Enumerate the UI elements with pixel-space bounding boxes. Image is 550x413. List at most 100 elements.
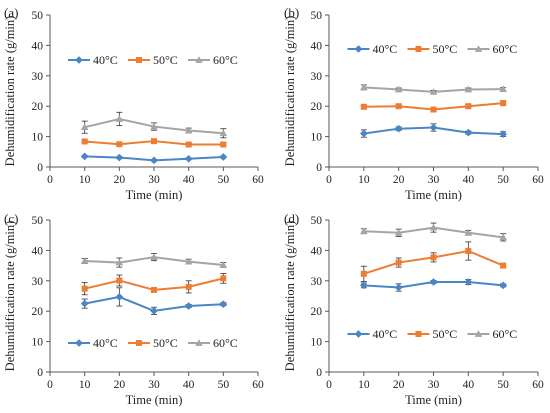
data-point bbox=[185, 283, 192, 290]
x-tick-label: 20 bbox=[114, 379, 126, 391]
x-tick-label: 50 bbox=[218, 174, 230, 186]
legend-marker bbox=[136, 57, 142, 63]
y-tick-label: 30 bbox=[311, 276, 323, 288]
legend: 40°C 50°C 60°C bbox=[347, 42, 518, 56]
x-tick-label: 40 bbox=[183, 379, 195, 391]
y-tick-label: 40 bbox=[311, 245, 323, 257]
x-tick-label: 60 bbox=[532, 379, 544, 391]
y-tick-label: 10 bbox=[32, 132, 44, 144]
panel-label: (c) bbox=[4, 211, 18, 226]
legend-label: 50°C bbox=[433, 42, 458, 56]
y-tick-label: 20 bbox=[311, 306, 323, 318]
y-tick-label: 0 bbox=[37, 162, 43, 174]
data-point bbox=[430, 254, 437, 261]
data-point bbox=[464, 278, 473, 286]
x-tick-label: 0 bbox=[326, 174, 332, 186]
series-2 bbox=[81, 138, 227, 148]
data-point bbox=[151, 286, 157, 293]
y-tick-label: 20 bbox=[311, 101, 323, 113]
legend-label: 60°C bbox=[493, 42, 518, 56]
data-point bbox=[429, 88, 438, 95]
data-point bbox=[219, 129, 228, 137]
data-point bbox=[150, 122, 158, 130]
data-point bbox=[394, 228, 403, 236]
data-point bbox=[81, 138, 88, 145]
y-tick-label: 50 bbox=[32, 10, 44, 22]
legend-label: 40°C bbox=[93, 336, 118, 350]
y-tick-label: 10 bbox=[32, 337, 44, 349]
legend-label: 40°C bbox=[373, 327, 398, 341]
legend-label: 50°C bbox=[153, 336, 178, 350]
data-point bbox=[115, 115, 124, 122]
y-tick-label: 0 bbox=[316, 162, 322, 174]
data-point bbox=[150, 156, 158, 165]
data-point bbox=[80, 152, 89, 161]
x-axis-title: Time (min) bbox=[405, 393, 462, 407]
series-2 bbox=[360, 100, 507, 113]
data-point bbox=[116, 141, 123, 148]
chart-panel-4: 0 10 20 30 40 50 0 10 20 30 40 50 60 Time (min) Dehumi… bbox=[283, 211, 544, 407]
y-tick-label: 20 bbox=[32, 101, 44, 113]
series-1 bbox=[80, 287, 228, 315]
y-tick-label: 40 bbox=[311, 40, 323, 52]
legend-marker bbox=[354, 45, 363, 53]
x-tick-label: 30 bbox=[148, 174, 160, 186]
series-3 bbox=[360, 222, 507, 242]
x-tick-label: 0 bbox=[47, 379, 53, 391]
legend-marker bbox=[354, 330, 363, 338]
legend-label: 60°C bbox=[213, 336, 238, 350]
data-point bbox=[429, 123, 438, 132]
x-tick-label: 20 bbox=[393, 174, 405, 186]
data-point bbox=[115, 258, 124, 266]
y-tick-label: 50 bbox=[32, 215, 44, 227]
x-tick-label: 10 bbox=[358, 379, 370, 391]
data-point bbox=[81, 285, 88, 292]
data-point bbox=[151, 138, 157, 145]
data-point bbox=[499, 281, 508, 290]
y-axis-title: Dehumidification rate (g/min) bbox=[283, 16, 297, 167]
legend-marker bbox=[474, 45, 483, 52]
data-point bbox=[116, 277, 123, 284]
data-point bbox=[429, 278, 438, 286]
data-point bbox=[464, 128, 473, 137]
x-tick-label: 0 bbox=[326, 379, 332, 391]
legend-marker bbox=[474, 330, 483, 337]
x-tick-label: 0 bbox=[47, 174, 53, 186]
y-tick-label: 10 bbox=[311, 132, 323, 144]
data-point bbox=[184, 154, 193, 163]
data-point bbox=[185, 141, 192, 148]
data-point bbox=[220, 141, 227, 148]
data-point bbox=[184, 126, 193, 134]
y-tick-label: 0 bbox=[37, 367, 43, 379]
series-2 bbox=[81, 273, 227, 296]
y-axis-title: Dehumidification rate (g/min) bbox=[3, 221, 17, 372]
y-tick-label: 30 bbox=[311, 71, 323, 83]
y-tick-label: 20 bbox=[32, 306, 44, 318]
data-point bbox=[394, 85, 403, 93]
data-point bbox=[80, 123, 89, 131]
y-tick-label: 30 bbox=[32, 276, 44, 288]
x-tick-label: 40 bbox=[463, 174, 475, 186]
data-point bbox=[465, 103, 472, 110]
data-point bbox=[500, 262, 507, 269]
x-tick-label: 50 bbox=[497, 379, 509, 391]
x-axis-title: Time (min) bbox=[405, 188, 462, 202]
data-point bbox=[394, 124, 403, 133]
data-point bbox=[464, 85, 473, 93]
series-1 bbox=[80, 152, 228, 165]
legend: 40°C 50°C 60°C bbox=[68, 53, 238, 67]
legend-marker bbox=[75, 339, 83, 347]
x-tick-label: 40 bbox=[183, 174, 195, 186]
x-tick-label: 20 bbox=[114, 174, 126, 186]
x-tick-label: 60 bbox=[532, 174, 544, 186]
data-point bbox=[499, 85, 507, 93]
data-point bbox=[80, 257, 89, 264]
legend: 40°C 50°C 60°C bbox=[68, 336, 238, 350]
panel-label: (b) bbox=[284, 5, 299, 20]
legend-marker bbox=[195, 56, 203, 63]
data-point bbox=[360, 83, 368, 91]
data-point bbox=[80, 299, 89, 308]
data-point bbox=[150, 253, 158, 260]
x-axis-title: Time (min) bbox=[126, 188, 183, 202]
